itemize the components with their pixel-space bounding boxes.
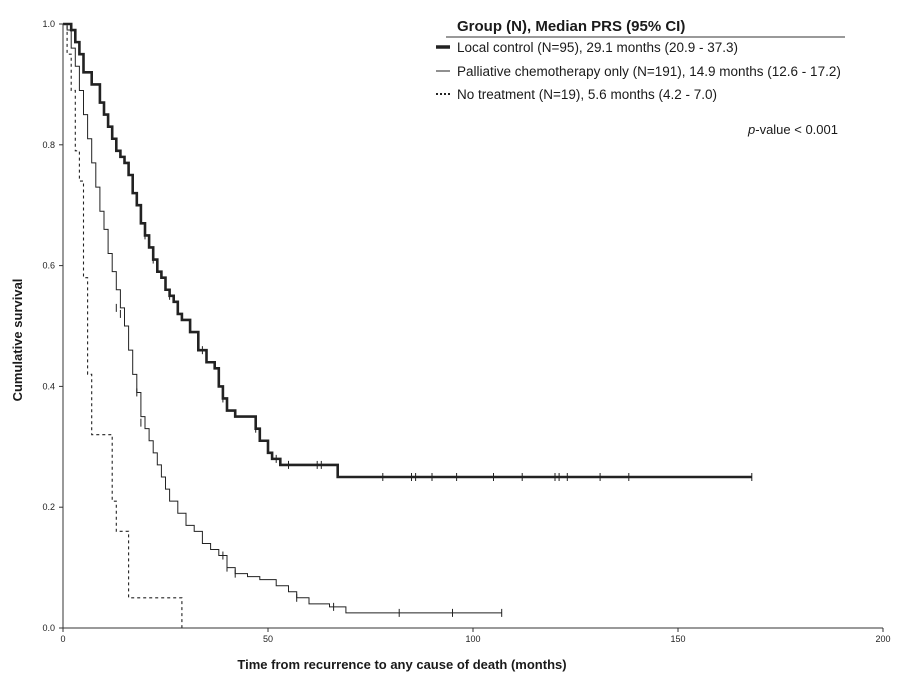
p-value-annotation: p-value < 0.001	[747, 122, 838, 137]
x-tick-label: 0	[60, 634, 65, 644]
y-tick-label: 0.0	[42, 623, 55, 633]
p-value-text: -value < 0.001	[755, 122, 838, 137]
legend-entry-local-control: Local control (N=95), 29.1 months (20.9 …	[457, 40, 738, 55]
y-ticks: 0.0 0.2 0.4 0.6 0.8 1.0	[42, 19, 63, 633]
legend-entry-palliative: Palliative chemotherapy only (N=191), 14…	[457, 64, 841, 79]
legend-title: Group (N), Median PRS (95% CI)	[457, 18, 685, 35]
y-tick-label: 0.8	[42, 140, 55, 150]
x-tick-label: 100	[465, 634, 480, 644]
p-value-italic: p	[747, 122, 755, 137]
legend-entry-no-treatment: No treatment (N=19), 5.6 months (4.2 - 7…	[457, 87, 717, 102]
x-tick-label: 200	[875, 634, 890, 644]
x-tick-label: 50	[263, 634, 273, 644]
x-tick-label: 150	[670, 634, 685, 644]
series-line-palliative-chemotherapy	[63, 23, 502, 614]
y-axis-title: Cumulative survival	[10, 279, 25, 402]
y-tick-label: 0.2	[42, 502, 55, 512]
legend: Group (N), Median PRS (95% CI) Local con…	[436, 18, 845, 102]
y-tick-label: 0.6	[42, 261, 55, 271]
series-line-no-treatment	[63, 23, 183, 628]
y-tick-label: 1.0	[42, 19, 55, 29]
plot-area	[63, 22, 753, 628]
x-axis-title: Time from recurrence to any cause of dea…	[237, 657, 566, 672]
series-line-local-control	[63, 22, 752, 479]
y-tick-label: 0.4	[42, 381, 55, 391]
x-ticks: 0 50 100 150 200	[60, 628, 891, 644]
